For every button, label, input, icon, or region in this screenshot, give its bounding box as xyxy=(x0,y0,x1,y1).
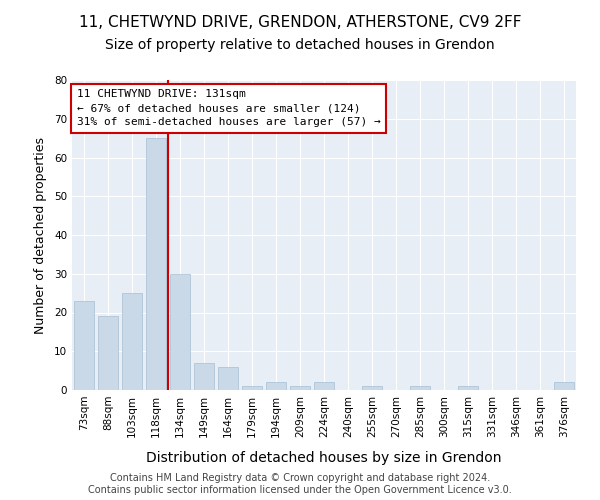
Bar xyxy=(458,386,478,390)
Bar xyxy=(410,386,430,390)
Text: 11, CHETWYND DRIVE, GRENDON, ATHERSTONE, CV9 2FF: 11, CHETWYND DRIVE, GRENDON, ATHERSTONE,… xyxy=(79,15,521,30)
X-axis label: Distribution of detached houses by size in Grendon: Distribution of detached houses by size … xyxy=(146,451,502,465)
Bar xyxy=(266,382,286,390)
Bar xyxy=(194,363,214,390)
Bar xyxy=(170,274,190,390)
Text: Size of property relative to detached houses in Grendon: Size of property relative to detached ho… xyxy=(105,38,495,52)
Bar xyxy=(242,386,262,390)
Bar xyxy=(98,316,118,390)
Bar xyxy=(122,293,142,390)
Bar xyxy=(146,138,166,390)
Bar xyxy=(290,386,310,390)
Bar xyxy=(74,301,94,390)
Text: 11 CHETWYND DRIVE: 131sqm
← 67% of detached houses are smaller (124)
31% of semi: 11 CHETWYND DRIVE: 131sqm ← 67% of detac… xyxy=(77,90,381,128)
Bar xyxy=(218,367,238,390)
Y-axis label: Number of detached properties: Number of detached properties xyxy=(34,136,47,334)
Bar xyxy=(362,386,382,390)
Text: Contains HM Land Registry data © Crown copyright and database right 2024.
Contai: Contains HM Land Registry data © Crown c… xyxy=(88,474,512,495)
Bar xyxy=(314,382,334,390)
Bar xyxy=(554,382,574,390)
